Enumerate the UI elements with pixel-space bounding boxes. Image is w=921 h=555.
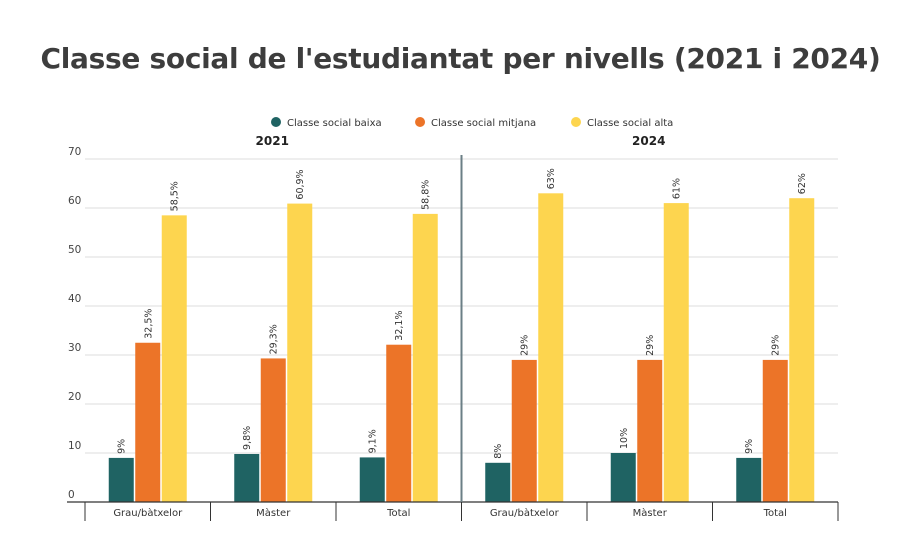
bar — [161, 215, 187, 502]
chart-title: Classe social de l'estudiantat per nivel… — [40, 42, 881, 75]
legend-label: Classe social alta — [587, 118, 673, 129]
data-label: 62% — [797, 173, 808, 194]
x-tick-label: Màster — [256, 507, 291, 519]
legend-marker — [571, 117, 581, 127]
legend-label: Classe social baixa — [287, 118, 382, 129]
legend-marker — [415, 117, 426, 127]
data-label: 9% — [744, 439, 755, 454]
data-label: 29% — [645, 335, 656, 356]
data-label: 58,8% — [421, 180, 432, 210]
data-label: 32,5% — [143, 309, 154, 339]
y-tick-label: 40 — [68, 293, 81, 305]
data-label: 32,1% — [394, 311, 405, 341]
y-tick-label: 50 — [68, 244, 81, 256]
data-label: 9,1% — [368, 429, 379, 453]
panel-title: 2024 — [632, 134, 665, 148]
data-label: 10% — [619, 428, 630, 449]
bar — [260, 358, 286, 502]
bar — [386, 344, 412, 502]
y-tick-label: 30 — [68, 342, 81, 354]
bar — [234, 453, 260, 502]
x-tick-label: Grau/bàtxelor — [113, 507, 183, 519]
data-label: 63% — [546, 168, 557, 189]
panel-title: 2021 — [256, 134, 289, 148]
bar — [610, 453, 636, 502]
data-label: 29% — [520, 335, 531, 356]
y-tick-label: 70 — [68, 146, 81, 158]
data-label: 9% — [117, 439, 128, 454]
data-label: 29% — [771, 335, 782, 356]
data-label: 60,9% — [295, 169, 306, 199]
data-label: 9,8% — [242, 426, 253, 450]
bar — [412, 213, 438, 502]
data-label: 58,5% — [170, 181, 181, 211]
x-tick-label: Total — [763, 508, 787, 519]
bar — [108, 457, 134, 502]
bar — [287, 203, 313, 502]
bar — [135, 342, 161, 502]
data-label: 29,3% — [269, 324, 280, 354]
y-tick-label: 0 — [68, 489, 75, 501]
y-tick-label: 20 — [68, 391, 81, 403]
legend-label: Classe social mitjana — [431, 118, 536, 129]
bar — [538, 193, 564, 503]
y-tick-label: 10 — [68, 440, 81, 452]
bar — [637, 359, 663, 502]
bar — [359, 457, 385, 502]
bar — [663, 203, 689, 502]
data-label: 8% — [493, 444, 504, 459]
legend-marker — [271, 117, 281, 127]
x-tick-label: Grau/bàtxelor — [490, 507, 560, 519]
x-tick-label: Total — [386, 508, 410, 519]
bar — [789, 198, 815, 502]
data-label: 61% — [672, 178, 683, 199]
bar — [736, 457, 762, 502]
bar — [511, 359, 537, 502]
bar — [762, 359, 788, 502]
y-tick-label: 60 — [68, 195, 81, 207]
bar — [485, 462, 511, 502]
x-tick-label: Màster — [633, 507, 668, 519]
